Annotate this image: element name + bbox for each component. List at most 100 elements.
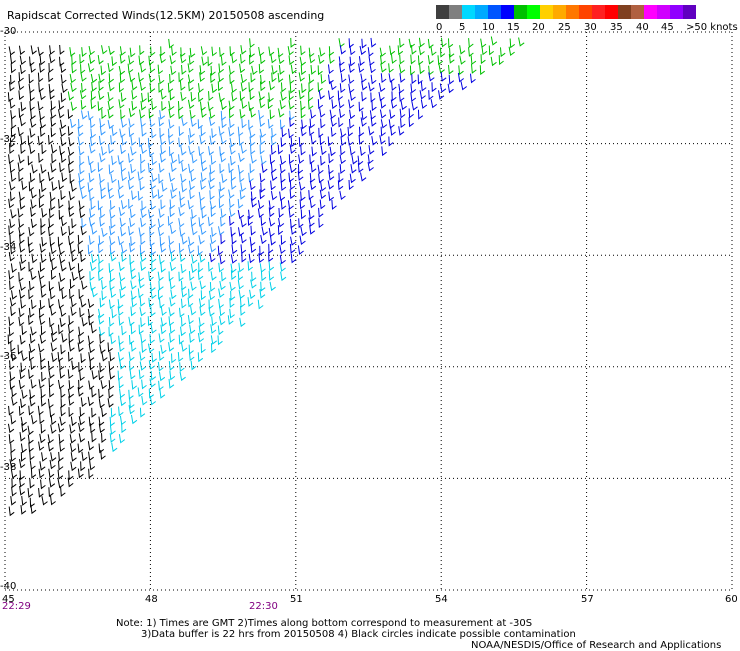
wind-barb	[179, 362, 185, 373]
wind-barb	[30, 207, 36, 218]
wind-barb	[150, 253, 157, 264]
wind-barb	[460, 81, 468, 91]
wind-barb	[39, 119, 47, 129]
wind-barb	[171, 46, 177, 56]
wind-barb	[30, 326, 37, 336]
wind-barb	[188, 128, 195, 138]
wind-barb	[99, 153, 106, 163]
wind-barb	[379, 135, 386, 145]
wind-barb	[288, 55, 295, 66]
wind-barb	[48, 218, 54, 229]
wind-barb	[140, 333, 147, 344]
wind-barb	[348, 99, 355, 109]
wind-barb	[370, 117, 377, 127]
wind-barb	[60, 153, 67, 163]
wind-barb	[47, 226, 54, 237]
wind-barb	[140, 317, 146, 328]
wind-barb	[207, 101, 214, 112]
wind-barb	[439, 83, 447, 93]
wind-barb	[210, 335, 217, 345]
wind-barb	[191, 153, 198, 164]
wind-barb	[108, 164, 114, 175]
wind-barb	[358, 101, 364, 112]
wind-barb	[169, 199, 175, 210]
wind-barb	[320, 155, 326, 166]
wind-barb	[330, 81, 337, 91]
wind-barb	[301, 83, 307, 94]
wind-barb	[198, 317, 205, 327]
wind-barb	[111, 126, 118, 137]
wind-barb	[299, 199, 306, 210]
wind-barb	[268, 270, 275, 281]
wind-barb	[87, 244, 93, 255]
wind-barb	[288, 128, 294, 139]
wind-barb	[9, 459, 16, 469]
wind-barb	[39, 461, 46, 471]
wind-barb	[209, 135, 216, 146]
wind-barb	[270, 136, 277, 146]
wind-barb	[277, 144, 284, 155]
wind-barb	[108, 326, 114, 337]
wind-barb	[269, 109, 275, 120]
wind-barb	[157, 189, 164, 200]
wind-barb	[279, 254, 286, 265]
wind-barb	[108, 143, 114, 154]
wind-barb	[177, 109, 184, 120]
wind-barb	[120, 109, 126, 120]
wind-barb	[207, 56, 213, 67]
wind-barb	[449, 47, 455, 58]
wind-barb	[298, 89, 305, 100]
wind-barb	[130, 342, 137, 352]
wind-barb	[181, 182, 188, 193]
wind-barb	[240, 244, 247, 255]
wind-barb	[218, 288, 225, 298]
wind-barb	[60, 190, 66, 201]
wind-barb	[89, 208, 96, 219]
wind-barb	[170, 251, 177, 262]
wind-barb	[308, 126, 315, 136]
wind-barb	[40, 479, 46, 490]
wind-barb	[408, 38, 416, 48]
wind-barb	[81, 317, 88, 327]
wind-barb	[149, 334, 155, 344]
wind-barb	[30, 63, 36, 73]
wind-barb	[140, 235, 146, 246]
wind-barb	[499, 47, 506, 58]
wind-barb	[68, 225, 74, 236]
wind-barb	[180, 326, 186, 337]
wind-barb	[39, 173, 45, 184]
wind-barb	[181, 162, 187, 173]
wind-barb	[509, 38, 516, 49]
wind-barb	[167, 128, 174, 139]
wind-barb	[90, 423, 96, 434]
wind-barb	[40, 423, 46, 434]
wind-barb	[127, 180, 134, 190]
wind-barb	[19, 369, 26, 380]
wind-barb	[80, 100, 87, 110]
wind-barb	[38, 441, 45, 451]
wind-barb	[340, 73, 347, 83]
wind-barb	[68, 396, 75, 406]
wind-barb	[150, 289, 157, 299]
wind-barb	[159, 135, 166, 146]
wind-barb	[247, 297, 254, 307]
wind-barb	[179, 227, 186, 237]
wind-barb	[370, 37, 377, 48]
wind-barb	[270, 236, 276, 246]
wind-barb	[50, 200, 56, 211]
wind-barb	[139, 361, 146, 371]
wind-barb	[168, 135, 174, 145]
wind-barb	[318, 90, 325, 100]
wind-barb	[269, 154, 276, 165]
colorbar-label: 20	[532, 22, 545, 33]
wind-barb	[410, 45, 417, 55]
wind-barb	[169, 279, 176, 290]
wind-barb	[68, 380, 75, 390]
wind-barb	[119, 415, 126, 426]
wind-barb	[158, 280, 164, 291]
wind-barb	[158, 298, 165, 309]
wind-barb	[209, 164, 216, 175]
wind-barb	[57, 469, 64, 480]
wind-barb	[90, 324, 97, 334]
wind-barb	[10, 63, 16, 74]
